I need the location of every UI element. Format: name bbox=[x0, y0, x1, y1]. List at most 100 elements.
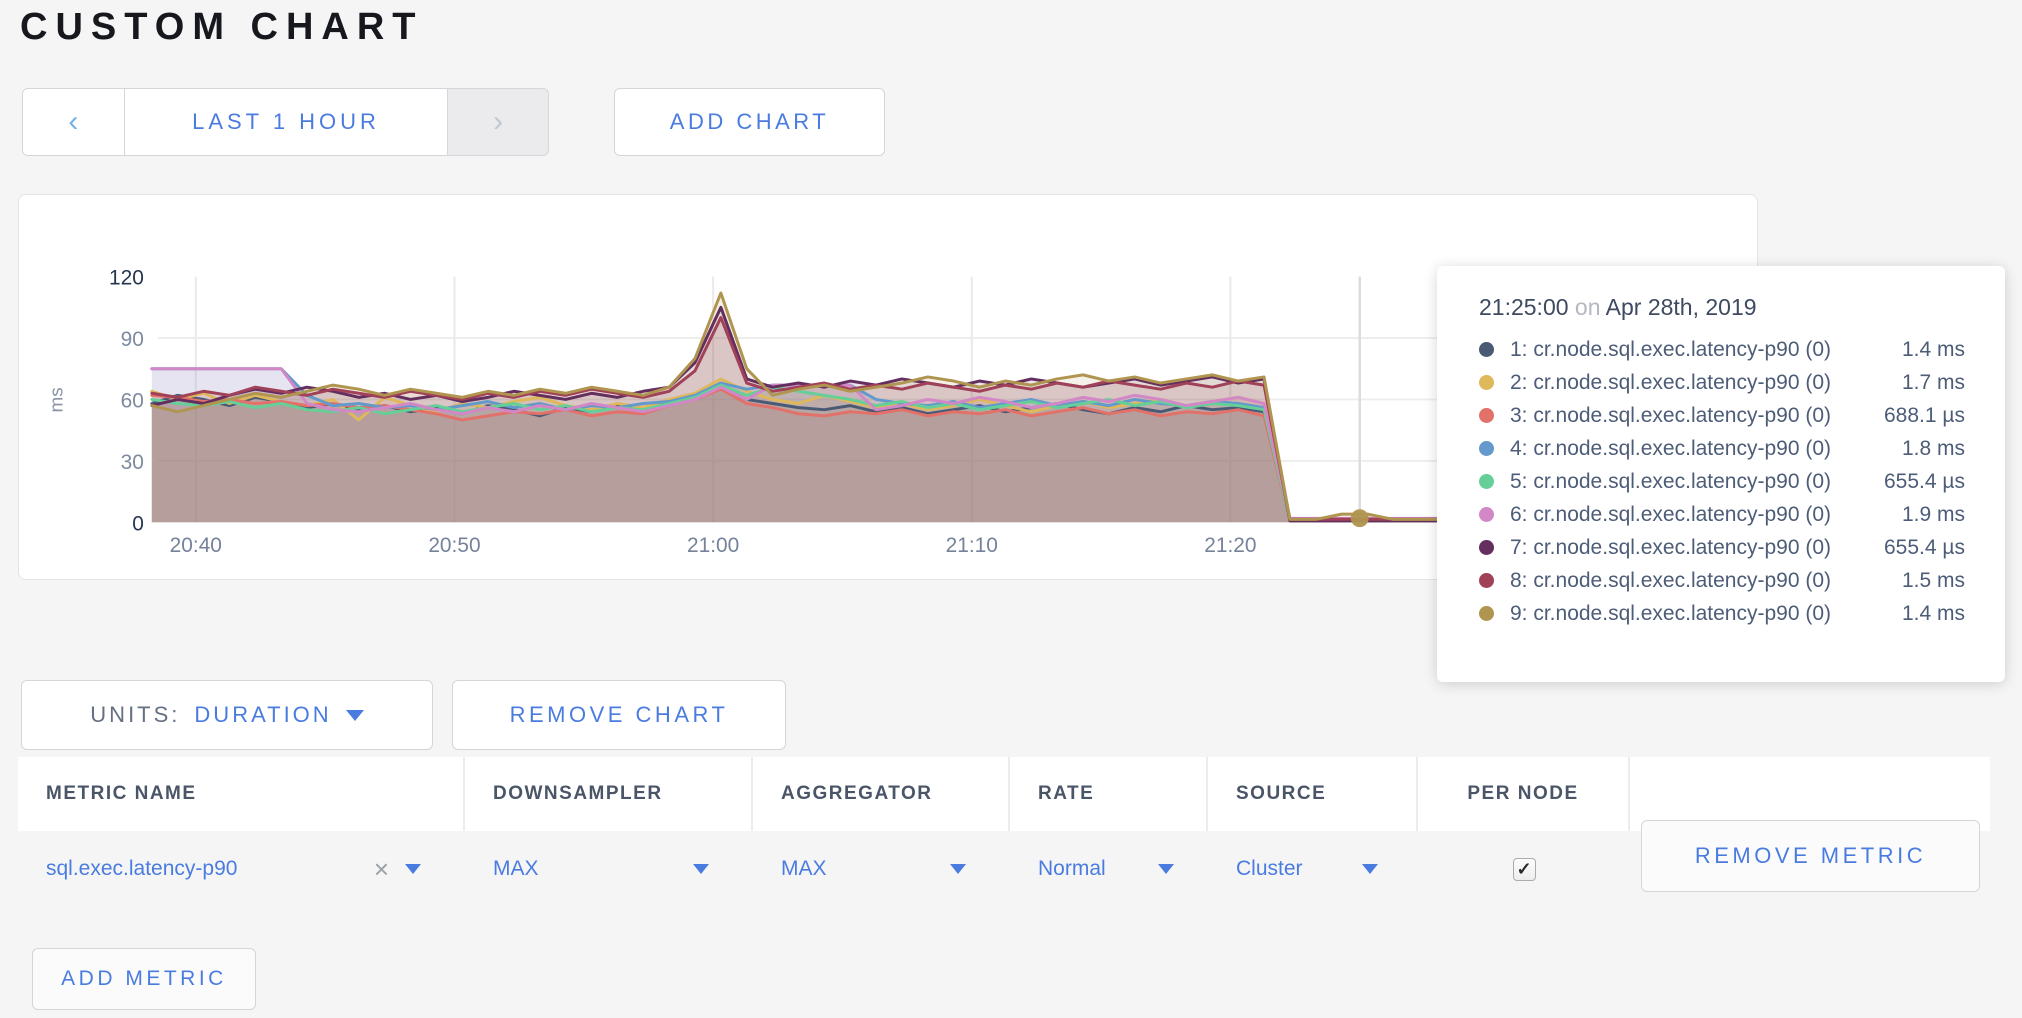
series-area bbox=[151, 368, 1446, 523]
units-dropdown[interactable]: UNITS: DURATION bbox=[21, 680, 433, 750]
tooltip-series-row: 2: cr.node.sql.exec.latency-p90 (0) 1.7 m… bbox=[1479, 366, 1965, 399]
rate-value: Normal bbox=[1038, 857, 1106, 880]
series-label: 5: cr.node.sql.exec.latency-p90 (0) bbox=[1510, 469, 1832, 493]
tooltip-series-row: 1: cr.node.sql.exec.latency-p90 (0) 1.4 m… bbox=[1479, 333, 1965, 366]
aggregator-value: MAX bbox=[781, 857, 827, 880]
series-value: 688.1 µs bbox=[1884, 403, 1965, 427]
tooltip-series-list: 1: cr.node.sql.exec.latency-p90 (0) 1.4 m… bbox=[1479, 333, 1965, 630]
series-area bbox=[151, 387, 1446, 523]
chevron-down-icon bbox=[345, 709, 364, 721]
x-axis-tick-label: 21:10 bbox=[946, 534, 998, 557]
tooltip-time: 21:25:00 bbox=[1479, 294, 1569, 320]
metrics-table-header: METRIC NAME DOWNSAMPLER AGGREGATOR RATE … bbox=[18, 757, 1990, 831]
remove-chart-button[interactable]: REMOVE CHART bbox=[452, 680, 786, 750]
chevron-down-icon bbox=[693, 864, 709, 874]
y-axis-tick-label: 90 bbox=[121, 328, 144, 351]
chevron-down-icon bbox=[1158, 864, 1174, 874]
series-color-dot-icon bbox=[1479, 507, 1494, 522]
series-line bbox=[150, 316, 1447, 521]
series-label: 6: cr.node.sql.exec.latency-p90 (0) bbox=[1510, 502, 1832, 526]
chevron-down-icon bbox=[405, 864, 421, 874]
tooltip-series-row: 3: cr.node.sql.exec.latency-p90 (0) 688.1… bbox=[1479, 399, 1965, 432]
series-area bbox=[151, 389, 1446, 523]
chart-hover-tooltip: 21:25:00 on Apr 28th, 2019 1: cr.node.sq… bbox=[1437, 266, 2005, 682]
source-value: Cluster bbox=[1236, 857, 1303, 880]
tooltip-date: Apr 28th, 2019 bbox=[1605, 294, 1757, 320]
header-aggregator: AGGREGATOR bbox=[753, 757, 1010, 831]
series-label: 1: cr.node.sql.exec.latency-p90 (0) bbox=[1510, 337, 1832, 361]
units-value: DURATION bbox=[194, 702, 332, 727]
series-value: 1.8 ms bbox=[1901, 436, 1965, 460]
x-axis-tick-label: 20:50 bbox=[428, 534, 480, 557]
downsampler-select[interactable]: MAX bbox=[465, 831, 753, 907]
chevron-down-icon bbox=[1362, 864, 1378, 874]
tooltip-series-row: 8: cr.node.sql.exec.latency-p90 (0) 1.5 m… bbox=[1479, 564, 1965, 597]
series-value: 1.7 ms bbox=[1901, 370, 1965, 394]
series-color-dot-icon bbox=[1479, 474, 1494, 489]
add-metric-button[interactable]: ADD METRIC bbox=[32, 948, 256, 1010]
series-area bbox=[151, 368, 1446, 523]
latency-chart[interactable]: 0 30 60 90 120 20:40 20:50 21:00 21:10 21:20 ms bbox=[19, 195, 1757, 579]
clear-metric-icon[interactable]: × bbox=[373, 854, 389, 884]
series-value: 1.4 ms bbox=[1901, 601, 1965, 625]
tooltip-series-row: 7: cr.node.sql.exec.latency-p90 (0) 655.4… bbox=[1479, 531, 1965, 564]
x-axis-tick-label: 20:40 bbox=[170, 534, 222, 557]
series-label: 4: cr.node.sql.exec.latency-p90 (0) bbox=[1510, 436, 1832, 460]
tooltip-series-row: 6: cr.node.sql.exec.latency-p90 (0) 1.9 m… bbox=[1479, 498, 1965, 531]
series-color-dot-icon bbox=[1479, 375, 1494, 390]
series-color-dot-icon bbox=[1479, 573, 1494, 588]
series-color-dot-icon bbox=[1479, 408, 1494, 423]
series-label: 7: cr.node.sql.exec.latency-p90 (0) bbox=[1510, 535, 1832, 559]
y-axis-tick-label: 60 bbox=[121, 389, 144, 412]
series-label: 3: cr.node.sql.exec.latency-p90 (0) bbox=[1510, 403, 1832, 427]
header-metric-name: METRIC NAME bbox=[18, 757, 465, 831]
header-source: SOURCE bbox=[1208, 757, 1418, 831]
remove-metric-button[interactable]: REMOVE METRIC bbox=[1641, 820, 1980, 892]
metric-name-value: sql.exec.latency-p90 bbox=[46, 857, 238, 880]
series-color-dot-icon bbox=[1479, 342, 1494, 357]
series-color-dot-icon bbox=[1479, 540, 1494, 555]
time-window-next-button[interactable]: › bbox=[447, 89, 548, 155]
tooltip-series-row: 9: cr.node.sql.exec.latency-p90 (0) 1.4 m… bbox=[1479, 597, 1965, 630]
series-line bbox=[150, 387, 1447, 523]
series-value: 1.4 ms bbox=[1901, 337, 1965, 361]
time-window-prev-button[interactable]: ‹ bbox=[23, 89, 124, 155]
y-axis-tick-label: 30 bbox=[121, 451, 144, 474]
tooltip-series-row: 5: cr.node.sql.exec.latency-p90 (0) 655.4… bbox=[1479, 465, 1965, 498]
series-value: 1.9 ms bbox=[1901, 502, 1965, 526]
units-label: UNITS: bbox=[90, 702, 181, 727]
series-area bbox=[151, 378, 1446, 523]
series-label: 9: cr.node.sql.exec.latency-p90 (0) bbox=[1510, 601, 1832, 625]
series-line bbox=[150, 367, 1447, 520]
time-window-range-button[interactable]: LAST 1 HOUR bbox=[123, 89, 448, 155]
series-label: 2: cr.node.sql.exec.latency-p90 (0) bbox=[1510, 370, 1832, 394]
y-axis-unit-label: ms bbox=[46, 387, 67, 412]
series-value: 655.4 µs bbox=[1884, 535, 1965, 559]
header-downsampler: DOWNSAMPLER bbox=[465, 757, 753, 831]
add-chart-button[interactable]: ADD CHART bbox=[614, 88, 885, 156]
chevron-down-icon bbox=[950, 864, 966, 874]
series-value: 655.4 µs bbox=[1884, 469, 1965, 493]
source-select[interactable]: Cluster bbox=[1208, 831, 1418, 907]
series-color-dot-icon bbox=[1479, 441, 1494, 456]
series-area bbox=[151, 317, 1446, 523]
per-node-cell: ✓ bbox=[1418, 831, 1630, 907]
per-node-checkbox[interactable]: ✓ bbox=[1512, 857, 1536, 881]
chevron-right-icon: › bbox=[493, 105, 504, 138]
y-axis-tick-label: 0 bbox=[132, 512, 144, 535]
x-axis-tick-label: 21:20 bbox=[1204, 534, 1256, 557]
hover-marker-dot bbox=[1350, 509, 1369, 528]
rate-select[interactable]: Normal bbox=[1010, 831, 1208, 907]
time-window-selector: ‹ LAST 1 HOUR › bbox=[22, 88, 549, 156]
downsampler-value: MAX bbox=[493, 857, 539, 880]
chevron-left-icon: ‹ bbox=[68, 105, 79, 138]
series-value: 1.5 ms bbox=[1901, 568, 1965, 592]
y-axis-tick-label: 120 bbox=[109, 267, 144, 290]
series-label: 8: cr.node.sql.exec.latency-p90 (0) bbox=[1510, 568, 1832, 592]
time-window-label: LAST 1 HOUR bbox=[192, 109, 380, 134]
tooltip-series-row: 4: cr.node.sql.exec.latency-p90 (0) 1.8 m… bbox=[1479, 432, 1965, 465]
aggregator-select[interactable]: MAX bbox=[753, 831, 1010, 907]
header-per-node: PER NODE bbox=[1418, 757, 1630, 831]
tooltip-connector: on bbox=[1574, 294, 1601, 320]
metric-name-dropdown[interactable]: sql.exec.latency-p90 × bbox=[18, 831, 465, 907]
